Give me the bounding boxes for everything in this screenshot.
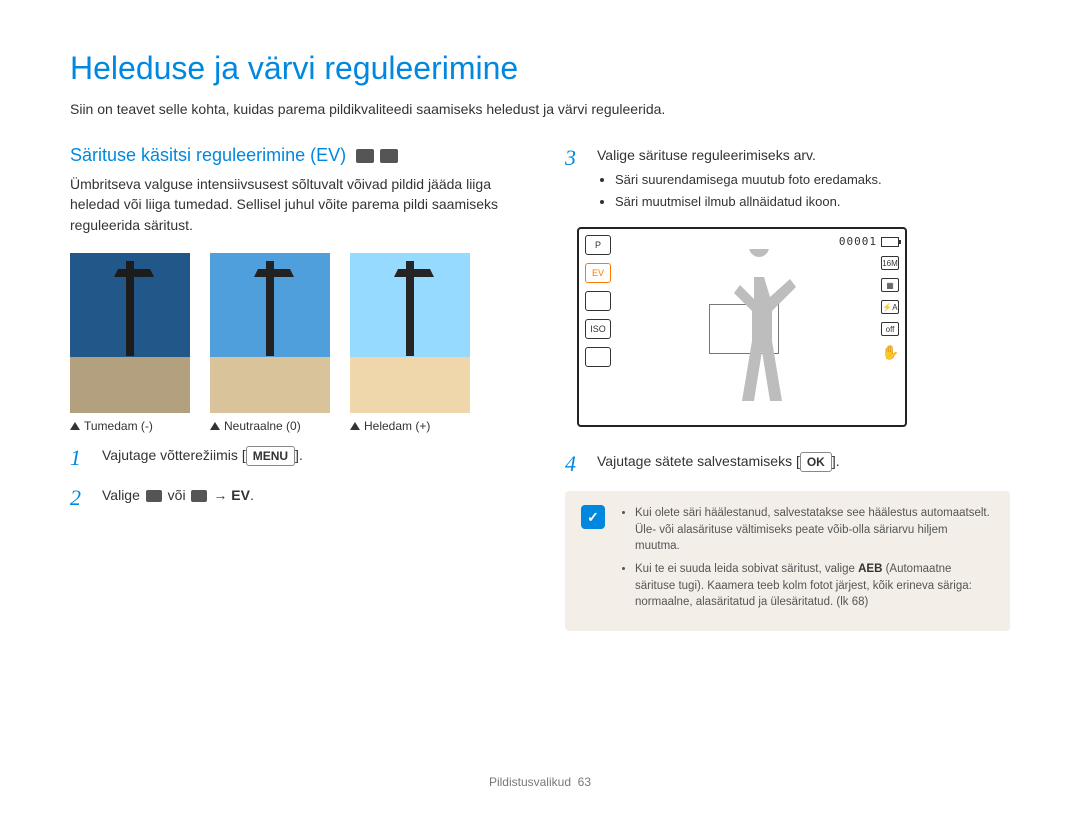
lcd-right-icon: ▦	[881, 278, 899, 292]
thumb-label: Tumedam (-)	[70, 419, 190, 433]
subject-silhouette	[719, 249, 799, 419]
step-text-end: .	[836, 453, 840, 469]
thumb-label: Heledam (+)	[350, 419, 470, 433]
page-footer: Pildistusvalikud 63	[0, 775, 1080, 789]
lcd-left-icon	[585, 347, 611, 367]
lcd-right-icon: 16M	[881, 256, 899, 270]
note-icon: ✓	[581, 505, 605, 529]
video-icon	[191, 490, 207, 502]
camera-lcd-preview: P EV ISO 00001 16M ▦ ⚡A off ✋	[577, 227, 907, 427]
step-text-end: .	[299, 447, 303, 463]
menu-button-label: MENU	[246, 446, 295, 466]
photo-icon	[146, 490, 162, 502]
photo-mode-icon	[356, 149, 374, 163]
footer-section: Pildistusvalikud	[489, 775, 571, 789]
right-column: 3 Valige särituse reguleerimiseks arv. S…	[565, 145, 1010, 631]
triangle-up-icon	[350, 422, 360, 430]
step-1: 1 Vajutage võtterežiimis [MENU].	[70, 445, 515, 471]
page-title: Heleduse ja värvi reguleerimine	[70, 50, 1010, 87]
battery-icon	[881, 237, 899, 247]
lcd-left-icon: EV	[585, 263, 611, 283]
video-mode-icon	[380, 149, 398, 163]
arrow: →	[209, 487, 231, 503]
ev-label: EV	[231, 487, 250, 503]
exposure-thumb	[70, 253, 190, 413]
section-body: Ümbritseva valguse intensiivsusest sõltu…	[70, 174, 515, 235]
lcd-counter: 00001	[839, 235, 899, 248]
step-text: Vajutage sätete salvestamiseks	[597, 453, 796, 469]
step-text: Vajutage võtterežiimis	[102, 447, 242, 463]
section-heading: Särituse käsitsi reguleerimine (EV)	[70, 145, 515, 166]
step-4: 4 Vajutage sätete salvestamiseks [OK].	[565, 451, 1010, 477]
stabilizer-icon: ✋	[882, 344, 899, 361]
counter-value: 00001	[839, 235, 877, 248]
step-text-end: .	[250, 487, 254, 503]
step-number: 3	[565, 145, 583, 171]
lcd-left-icon	[585, 291, 611, 311]
lcd-right-icon: ⚡A	[881, 300, 899, 314]
footer-page: 63	[578, 775, 591, 789]
step-text: Valige	[102, 487, 144, 503]
step-text-mid: või	[164, 487, 190, 503]
exposure-thumbnails: Tumedam (-) Neutraalne (0) Heledam (+)	[70, 253, 515, 433]
triangle-up-icon	[70, 422, 80, 430]
intro-text: Siin on teavet selle kohta, kuidas parem…	[70, 101, 1010, 117]
exposure-thumb	[210, 253, 330, 413]
note-item: Kui te ei suuda leida sobivat säritust, …	[635, 561, 994, 611]
step-2: 2 Valige või → EV.	[70, 485, 515, 511]
step-number: 4	[565, 451, 583, 477]
step-bullet: Säri muutmisel ilmub allnäidatud ikoon.	[615, 192, 882, 212]
step-bullet: Säri suurendamisega muutub foto eredamak…	[615, 170, 882, 190]
step-number: 1	[70, 445, 88, 471]
step-3: 3 Valige särituse reguleerimiseks arv. S…	[565, 145, 1010, 213]
triangle-up-icon	[210, 422, 220, 430]
heading-text: Särituse käsitsi reguleerimine (EV)	[70, 145, 346, 166]
lcd-left-icon: ISO	[585, 319, 611, 339]
exposure-thumb	[350, 253, 470, 413]
lcd-right-icon: off	[881, 322, 899, 336]
note-item: Kui olete säri häälestanud, salvestataks…	[635, 505, 994, 555]
thumb-label: Neutraalne (0)	[210, 419, 330, 433]
step-number: 2	[70, 485, 88, 511]
step-title: Valige särituse reguleerimiseks arv.	[597, 145, 882, 166]
left-column: Särituse käsitsi reguleerimine (EV) Ümbr…	[70, 145, 515, 631]
note-box: ✓ Kui olete säri häälestanud, salvestata…	[565, 491, 1010, 631]
lcd-left-icon: P	[585, 235, 611, 255]
ok-button-label: OK	[800, 452, 832, 472]
